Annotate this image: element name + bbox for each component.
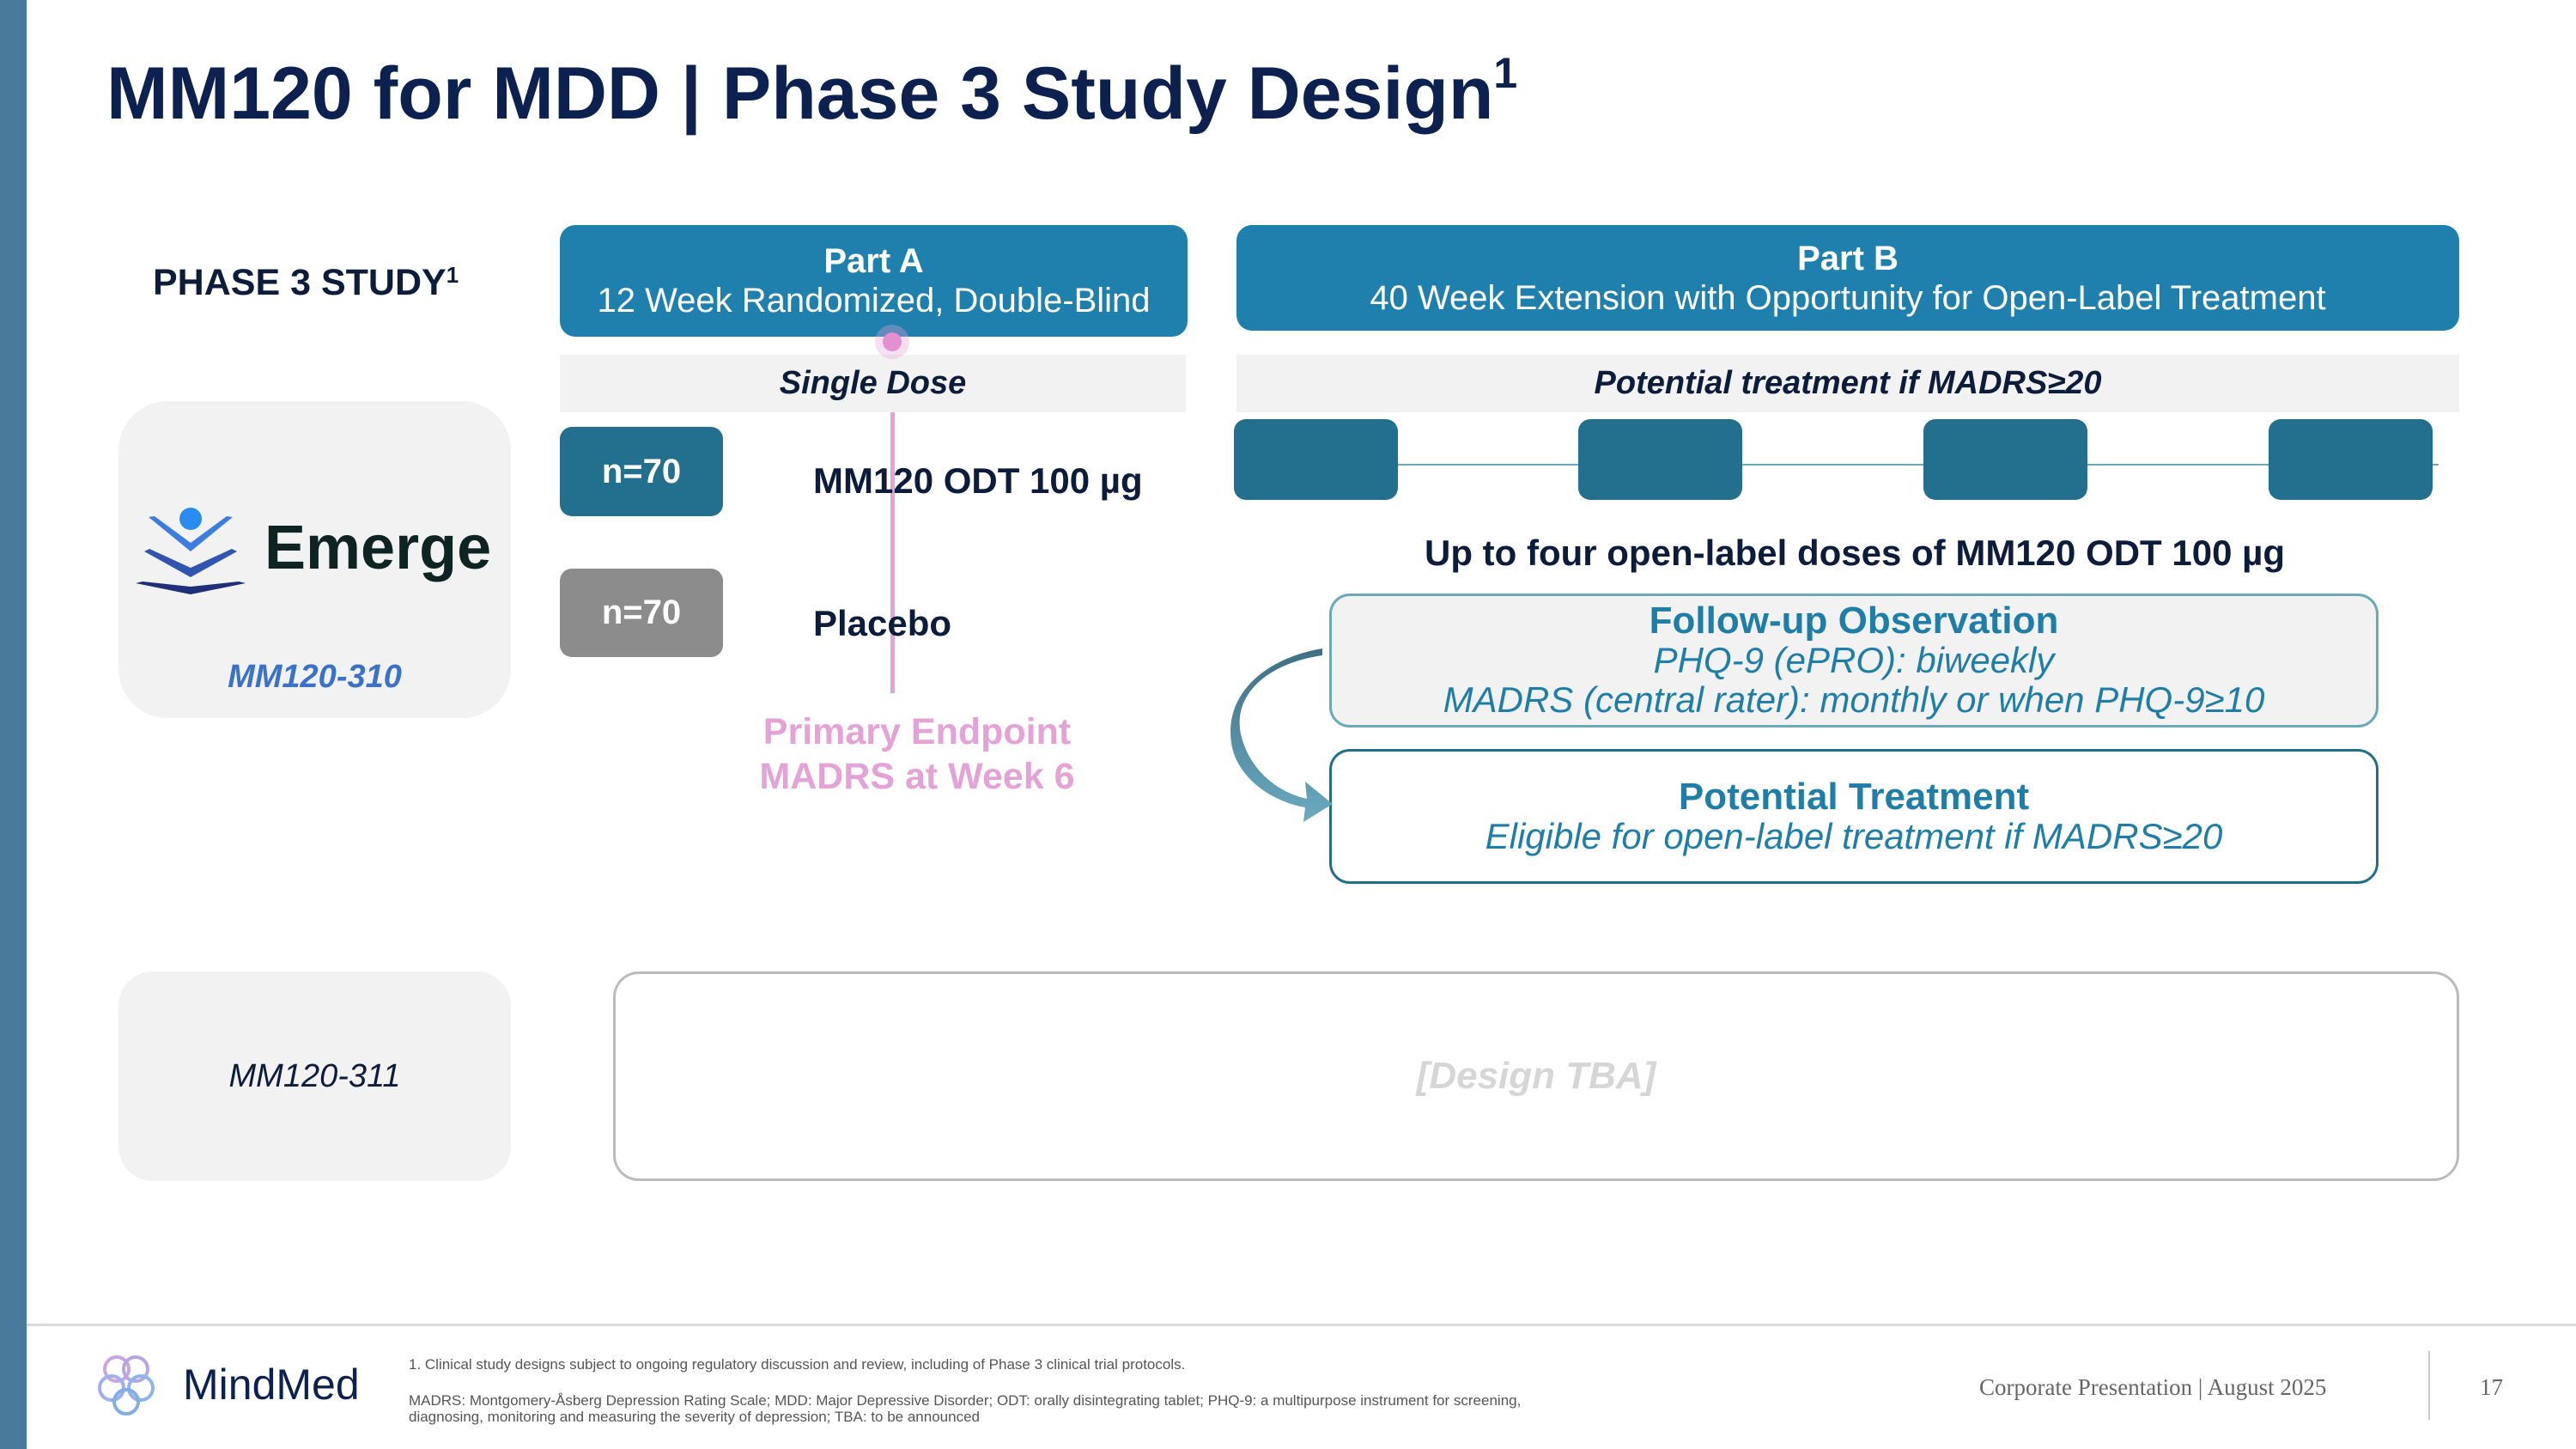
follow-up-title: Follow-up Observation xyxy=(1649,600,2059,642)
part-a-subtitle: 12 Week Randomized, Double-Blind xyxy=(597,282,1151,320)
curved-arrow-icon xyxy=(1230,648,1333,822)
phase-text: PHASE 3 STUDY xyxy=(153,262,447,303)
arm-n-mm120: n=70 xyxy=(560,427,723,516)
follow-up-line: MADRS (central rater): monthly or when P… xyxy=(1443,679,2265,720)
study-id: MM120-311 xyxy=(228,1057,401,1094)
arm-n-placebo: n=70 xyxy=(560,569,723,657)
page-number: 17 xyxy=(2480,1374,2503,1400)
part-b-subtitle: 40 Week Extension with Opportunity for O… xyxy=(1370,278,2326,317)
study-card-311: MM120-311 xyxy=(118,971,511,1181)
dose-block xyxy=(2269,419,2433,500)
primary-endpoint-label: Primary Endpoint MADRS at Week 6 xyxy=(702,709,1132,799)
potential-treatment-box: Potential Treatment Eligible for open-la… xyxy=(1329,749,2379,884)
page-title: MM120 for MDD | Phase 3 Study Design1 xyxy=(106,49,1518,137)
footnote: 1. Clinical study designs subject to ong… xyxy=(409,1356,1186,1373)
footnote: MADRS: Montgomery-Åsberg Depression Rati… xyxy=(409,1392,1522,1409)
left-accent-bar xyxy=(0,0,27,1449)
endpoint-marker xyxy=(883,332,902,351)
potential-treatment-line: Eligible for open-label treatment if MAD… xyxy=(1485,815,2223,856)
follow-up-box: Follow-up Observation PHQ-9 (ePRO): biwe… xyxy=(1329,594,2379,728)
study-card-emerge: Emerge MM120-310 xyxy=(118,401,511,718)
primary-endpoint-measure: MADRS at Week 6 xyxy=(759,756,1075,797)
title-text: MM120 for MDD | Phase 3 Study Design xyxy=(106,52,1494,135)
arm-label-placebo: Placebo xyxy=(813,603,952,643)
dose-block xyxy=(1923,419,2087,500)
part-a-header: Part A 12 Week Randomized, Double-Blind xyxy=(560,225,1188,337)
phase-label: PHASE 3 STUDY1 xyxy=(153,262,459,304)
emerge-logo-icon xyxy=(136,508,246,594)
presentation-label: Corporate Presentation | August 2025 xyxy=(1979,1374,2327,1400)
footnote: diagnosing, monitoring and measuring the… xyxy=(409,1409,980,1425)
follow-up-line: PHQ-9 (ePRO): biweekly xyxy=(1653,640,2055,680)
mindmed-logo-text: MindMed xyxy=(183,1361,360,1409)
primary-endpoint-title: Primary Endpoint xyxy=(762,711,1072,752)
part-b-header: Part B 40 Week Extension with Opportunit… xyxy=(1236,225,2459,331)
part-b-title: Part B xyxy=(1797,239,1899,277)
arm-label-mm120: MM120 ODT 100 µg xyxy=(813,460,1143,501)
doses-caption: Up to four open-label doses of MM120 ODT… xyxy=(1425,533,2285,573)
design-tba-text: [Design TBA] xyxy=(1416,1055,1656,1097)
mindmed-brain-icon xyxy=(98,1355,155,1416)
primary-endpoint-line xyxy=(890,412,895,693)
dose-timeline xyxy=(1234,464,2439,466)
footer-divider xyxy=(27,1324,2576,1326)
footer-separator xyxy=(2428,1351,2430,1420)
potential-treatment-band: Potential treatment if MADRS≥20 xyxy=(1236,355,2459,412)
study-id: MM120-310 xyxy=(228,659,402,695)
phase-superscript: 1 xyxy=(446,262,459,288)
potential-treatment-title: Potential Treatment xyxy=(1678,775,2030,818)
design-tba-box: [Design TBA] xyxy=(613,971,2459,1181)
single-dose-band: Single Dose xyxy=(560,355,1186,412)
title-superscript: 1 xyxy=(1493,49,1518,97)
emerge-logo-text: Emerge xyxy=(264,514,492,582)
part-a-title: Part A xyxy=(823,242,924,280)
dose-block xyxy=(1234,419,1398,500)
dose-block xyxy=(1578,419,1742,500)
